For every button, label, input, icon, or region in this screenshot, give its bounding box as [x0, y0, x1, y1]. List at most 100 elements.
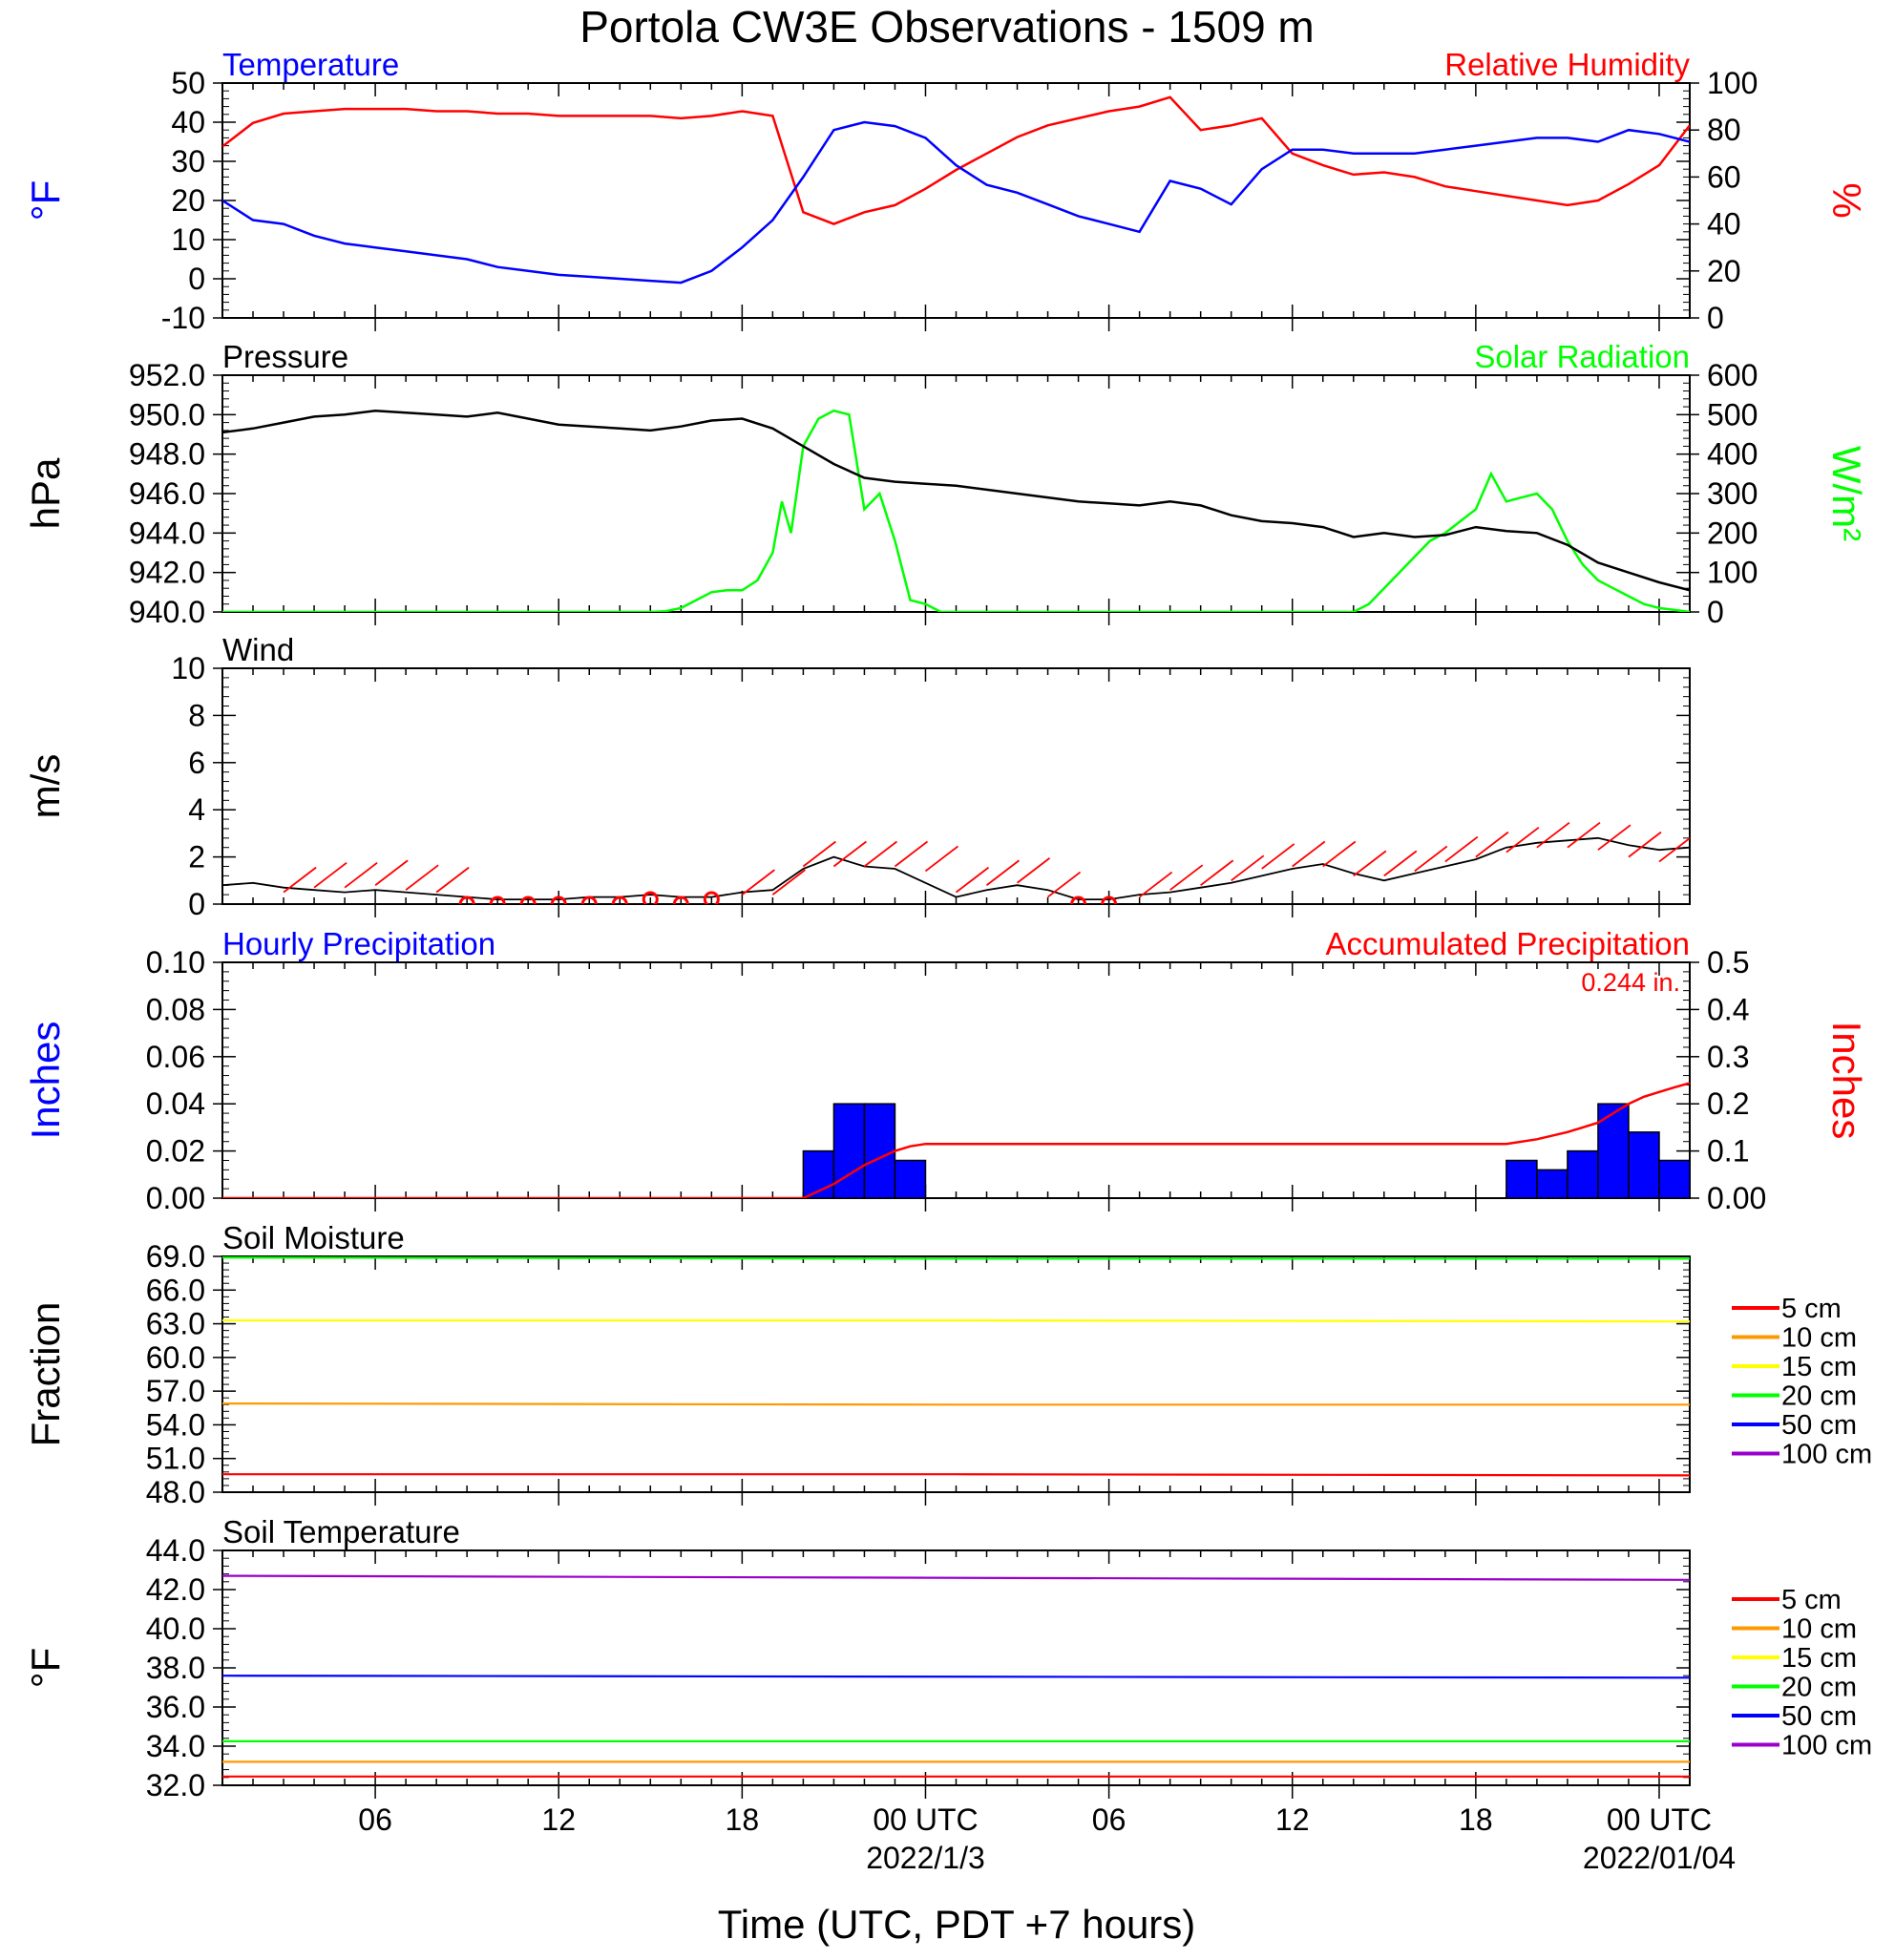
x-tick-label: 18 [1459, 1802, 1493, 1837]
wind-barb [1292, 840, 1326, 868]
plot-frame [221, 374, 1691, 613]
soil-line-50cm [222, 1675, 1690, 1679]
x-tick-label: 00 UTC [1607, 1802, 1712, 1837]
x-axis-label: Time (UTC, PDT +7 hours) [718, 1902, 1196, 1947]
data-layer [222, 1256, 1690, 1477]
wind-calm-marker [519, 896, 537, 904]
wind-barb [985, 859, 1021, 886]
wind-barb [1231, 854, 1265, 882]
y-tick-label-left: 40 [171, 105, 205, 139]
accumulated-precip-line [222, 1082, 1690, 1198]
panel-title-left: Temperature [222, 47, 399, 82]
x-tick-label: 12 [1275, 1802, 1310, 1837]
humidity-line [222, 95, 1690, 225]
wind-barb [955, 866, 990, 894]
panel-soil-temperature: 44.0 42.0 40.0 38.0 36.0 34.0 32.0 Soil Tempera… [23, 1514, 1872, 1802]
wind-barb [741, 869, 775, 896]
legend-label: 5 cm [1781, 1294, 1842, 1324]
y-tick-label-left: 6 [188, 746, 205, 780]
legend-label: 20 cm [1781, 1673, 1857, 1703]
wind-barb [1505, 826, 1540, 854]
y-tick-label-left: 38.0 [146, 1651, 205, 1685]
hourly-precip-bar [1536, 1169, 1569, 1198]
data-layer [222, 1574, 1690, 1778]
wind-barb [1536, 822, 1570, 849]
soil-line-15cm [222, 1318, 1690, 1323]
wind-barb [924, 845, 959, 873]
hourly-precip-bar [894, 1159, 927, 1198]
y-tick-label-left: 60.0 [146, 1340, 205, 1375]
wind-calm-marker [703, 891, 720, 904]
x-tick-label: 00 UTC [873, 1802, 978, 1837]
plot-frame [221, 82, 1691, 319]
wind-calm-marker [1101, 896, 1118, 904]
y-axis-label-left: m/s [23, 754, 68, 819]
y-tick-label-right: 0.00 [1707, 1181, 1766, 1215]
data-layer [222, 822, 1690, 904]
wind-barb [863, 840, 897, 868]
wind-calm-marker [1070, 896, 1087, 904]
panel-title-left: Pressure [222, 339, 348, 374]
x-date-label: 2022/1/3 [866, 1841, 985, 1875]
y-tick-label-left: 51.0 [146, 1442, 205, 1476]
wind-barb [1047, 871, 1082, 898]
y-tick-label-right: 600 [1707, 358, 1758, 392]
y-tick-label-left: 0.02 [146, 1134, 205, 1169]
y-tick-label-left: 0 [188, 887, 205, 921]
hourly-precip-bar [1567, 1149, 1599, 1198]
wind-barb [832, 840, 867, 868]
panel-title-right: Relative Humidity [1444, 47, 1690, 82]
figure-title: Portola CW3E Observations - 1509 m [579, 2, 1315, 52]
y-tick-label-left: 8 [188, 698, 205, 732]
y-tick-label-left: 20 [171, 183, 205, 218]
wind-barb [1444, 835, 1479, 863]
y-tick-label-left: 950.0 [129, 397, 205, 432]
y-tick-label-right: 0.5 [1707, 945, 1749, 980]
hourly-precip-bar [1597, 1103, 1630, 1198]
y-tick-label-left: 940.0 [129, 595, 205, 629]
soil-line-20cm [222, 1256, 1690, 1260]
wind-calm-marker [580, 896, 598, 904]
wind-barb [1139, 871, 1173, 898]
y-tick-label-right: 0.4 [1707, 992, 1749, 1026]
y-tick-label-left: 57.0 [146, 1374, 205, 1408]
wind-barb [1016, 857, 1051, 884]
y-tick-label-right: 500 [1707, 397, 1758, 432]
temperature-line [222, 120, 1690, 285]
y-tick-label-left: -10 [161, 301, 205, 335]
y-tick-label-left: 40.0 [146, 1612, 205, 1646]
panel-title-left: Soil Moisture [222, 1220, 405, 1255]
data-layer [222, 409, 1690, 612]
wind-barb [1414, 845, 1448, 873]
y-tick-label-left: 0 [188, 262, 205, 296]
y-tick-label-left: 42.0 [146, 1572, 205, 1607]
y-tick-label-right: 0.2 [1707, 1086, 1749, 1121]
panel-title-right: Solar Radiation [1474, 339, 1690, 374]
wind-barb [1169, 864, 1204, 891]
legend-label: 15 cm [1781, 1352, 1857, 1382]
y-tick-label-left: 942.0 [129, 556, 205, 590]
y-tick-label-left: 0.04 [146, 1086, 205, 1121]
y-axis-label-left: °F [23, 1648, 68, 1688]
panel-pressure-solar: 952.0 950.0 948.0 946.0 944.0 942.0 940.0 600 50… [23, 339, 1869, 629]
plot-frame [221, 667, 1691, 905]
y-tick-label-left: 36.0 [146, 1690, 205, 1724]
solar-radiation-line [222, 409, 1690, 612]
soil-line-10cm [222, 1402, 1690, 1406]
y-tick-label-left: 50 [171, 66, 205, 100]
wind-calm-marker [642, 891, 659, 904]
y-tick-label-left: 69.0 [146, 1239, 205, 1274]
y-tick-label-left: 944.0 [129, 516, 205, 550]
y-tick-label-left: 0.06 [146, 1040, 205, 1074]
plot-frame [221, 1549, 1691, 1786]
wind-barb [374, 859, 409, 886]
panel-wind: 10 8 6 4 2 0 Wind m/s [23, 632, 1691, 921]
y-tick-label-right: 20 [1707, 254, 1741, 288]
y-tick-label-left: 0.08 [146, 992, 205, 1026]
wind-barb [1628, 831, 1662, 858]
legend-label: 5 cm [1781, 1585, 1842, 1615]
y-tick-label-left: 2 [188, 840, 205, 875]
y-tick-label-right: 60 [1707, 159, 1741, 194]
hourly-precip-bar [1628, 1131, 1660, 1198]
